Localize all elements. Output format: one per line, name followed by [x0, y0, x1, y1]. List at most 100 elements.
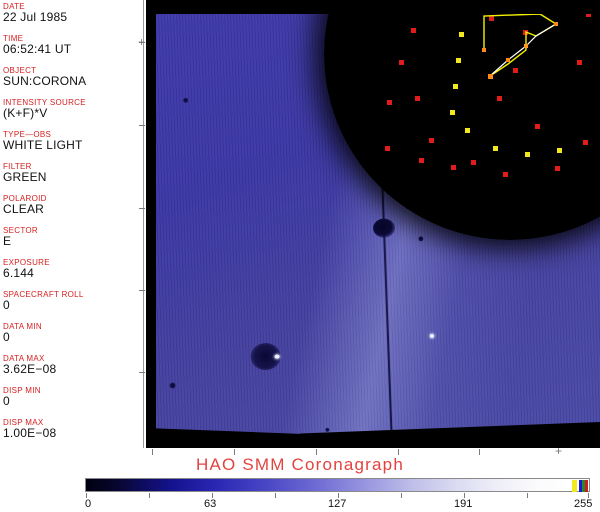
field-marker-red [577, 60, 582, 65]
field-marker-yellow [465, 128, 470, 133]
colorbar-tick-minor [149, 493, 150, 498]
axis-tick-bottom [316, 449, 317, 455]
field-marker-red [513, 68, 518, 73]
axis-tick-bottom [152, 449, 153, 455]
colorbar-tick-minor [275, 493, 276, 498]
axis-tick-left [139, 372, 145, 373]
field-marker-red [471, 160, 476, 165]
page-title: HAO SMM Coronagraph [196, 455, 404, 474]
panel-divider [143, 0, 144, 448]
meta-value-date: 22 Jul 1985 [3, 10, 68, 24]
meta-value-time: 06:52:41 UT [3, 42, 72, 56]
field-marker-red [415, 96, 420, 101]
meta-value-disp-max: 1.00E−08 [3, 426, 57, 440]
meta-key-object: OBJECT [3, 66, 37, 75]
field-marker-red [555, 166, 560, 171]
meta-row-sector: SECTOR E [3, 226, 143, 248]
colorbar-stripe-green [582, 480, 585, 492]
meta-key-data-min: DATA MIN [3, 322, 42, 331]
axis-tick-left [139, 42, 145, 43]
frame-border-left [146, 0, 156, 448]
meta-row-exposure: EXPOSURE 6.144 [3, 258, 143, 280]
meta-row-disp-min: DISP MIN 0 [3, 386, 143, 408]
field-marker-yellow [525, 152, 530, 157]
meta-key-intensity-source: INTENSITY SOURCE [3, 98, 86, 107]
field-marker-red [451, 165, 456, 170]
axis-tick-left [139, 290, 145, 291]
field-marker-red [387, 100, 392, 105]
meta-row-object: OBJECT SUN:CORONA [3, 66, 143, 88]
meta-value-type-obs: WHITE LIGHT [3, 138, 83, 152]
field-marker-yellow [557, 148, 562, 153]
meta-key-date: DATE [3, 2, 25, 11]
field-marker-yellow [459, 32, 464, 37]
meta-key-data-max: DATA MAX [3, 354, 45, 363]
meta-value-disp-min: 0 [3, 394, 10, 408]
meta-key-polaroid: POLAROID [3, 194, 47, 203]
frame-border-top [146, 0, 600, 14]
meta-row-data-max: DATA MAX 3.62E−08 [3, 354, 143, 376]
colorbar-tick [86, 493, 87, 498]
meta-row-filter: FILTER GREEN [3, 162, 143, 184]
colorbar-label-0: 0 [85, 498, 92, 510]
field-marker-red [497, 96, 502, 101]
field-marker-red [385, 146, 390, 151]
meta-row-intensity-source: INTENSITY SOURCE (K+F)*V [3, 98, 143, 120]
field-annotation-polygon [482, 13, 558, 79]
field-marker-red [583, 140, 588, 145]
field-marker-red [429, 138, 434, 143]
meta-value-polaroid: CLEAR [3, 202, 45, 216]
colorbar-widget[interactable]: 0 63 127 191 255 [85, 478, 593, 512]
meta-value-object: SUN:CORONA [3, 74, 87, 88]
meta-row-polaroid: POLAROID CLEAR [3, 194, 143, 216]
meta-key-sector: SECTOR [3, 226, 38, 235]
meta-key-disp-max: DISP MAX [3, 418, 44, 427]
field-marker-yellow [493, 146, 498, 151]
meta-key-spacecraft-roll: SPACECRAFT ROLL [3, 290, 84, 299]
meta-key-type-obs: TYPE—OBS [3, 130, 52, 139]
meta-key-time: TIME [3, 34, 24, 43]
meta-value-data-min: 0 [3, 330, 10, 344]
axis-plus-bottom: + [555, 444, 563, 458]
axis-tick-bottom [479, 449, 480, 455]
meta-value-spacecraft-roll: 0 [3, 298, 10, 312]
colorbar-label-255: 255 [574, 498, 593, 510]
colorbar-tick-minor [401, 493, 402, 498]
colorbar-tick [464, 493, 465, 498]
meta-value-sector: E [3, 234, 12, 248]
meta-row-spacecraft-roll: SPACECRAFT ROLL 0 [3, 290, 143, 312]
meta-value-data-max: 3.62E−08 [3, 362, 57, 376]
meta-value-intensity-source: (K+F)*V [3, 106, 48, 120]
field-marker-yellow [456, 58, 461, 63]
field-marker-red [535, 124, 540, 129]
colorbar-tick-minor [527, 493, 528, 498]
meta-value-exposure: 6.144 [3, 266, 35, 280]
meta-key-disp-min: DISP MIN [3, 386, 41, 395]
field-marker-red [489, 16, 494, 21]
colorbar-label-63: 63 [204, 498, 217, 510]
colorbar-tick [212, 493, 213, 498]
field-marker-red [586, 12, 591, 17]
meta-row-disp-max: DISP MAX 1.00E−08 [3, 418, 143, 440]
meta-key-exposure: EXPOSURE [3, 258, 50, 267]
field-marker-yellow [453, 84, 458, 89]
axis-tick-bottom [398, 449, 399, 455]
colorbar-gradient[interactable] [85, 478, 590, 492]
field-marker-red [503, 172, 508, 177]
meta-row-data-min: DATA MIN 0 [3, 322, 143, 344]
meta-row-time: TIME 06:52:41 UT [3, 34, 143, 56]
axis-tick-left [139, 125, 145, 126]
field-marker-yellow [450, 110, 455, 115]
colorbar-stripe-yellow [572, 480, 577, 492]
coronagraph-image[interactable] [146, 0, 600, 448]
colorbar-label-191: 191 [454, 498, 473, 510]
colorbar-stripe-blue [579, 480, 582, 492]
colorbar-stripe-red [585, 480, 588, 492]
colorbar-tick [338, 493, 339, 498]
field-marker-red [419, 158, 424, 163]
colorbar-label-127: 127 [328, 498, 347, 510]
colorbar-tick [588, 493, 589, 498]
axis-tick-left [139, 208, 145, 209]
metadata-panel: DATE 22 Jul 1985 TIME 06:52:41 UT OBJECT… [0, 0, 144, 448]
